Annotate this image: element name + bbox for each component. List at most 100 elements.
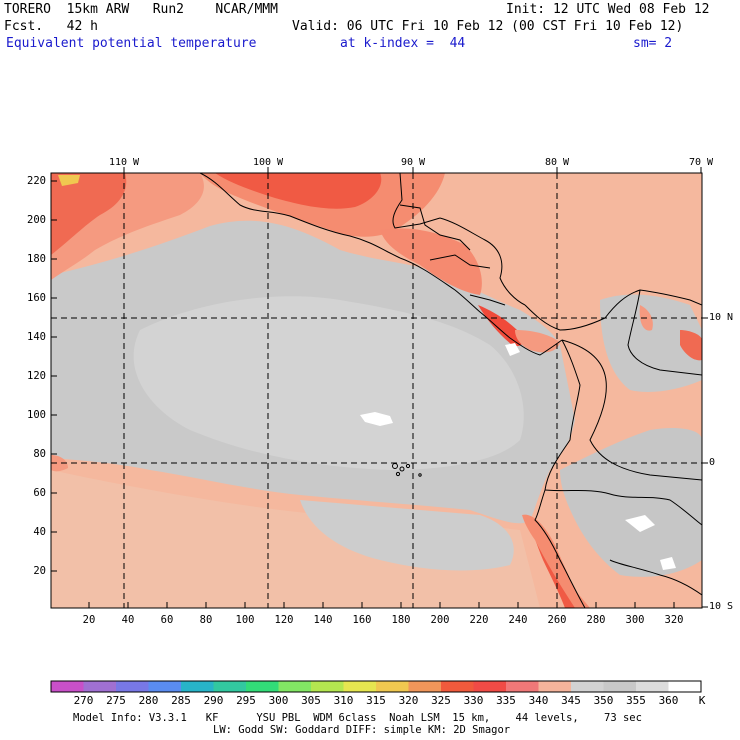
colorbar-swatch [311,681,344,692]
lat-label-10n: 10 N [709,312,734,323]
colorbar-swatch [668,681,702,692]
x-tick-160: 160 [352,614,372,626]
colorbar-swatch [376,681,409,692]
colorbar-label: 325 [431,694,451,707]
header-valid-time: Valid: 06 UTC Fri 10 Feb 12 (00 CST Fri … [292,19,684,34]
colorbar-swatch [538,681,572,692]
right-tick-marks [702,317,708,608]
colorbar-label: 315 [366,694,386,707]
x-tick-220: 220 [469,614,489,626]
x-tick-120: 120 [274,614,294,626]
colorbar-label: 310 [333,694,354,707]
coastline-caribbean [439,217,526,306]
field-red-venezuela [680,330,702,361]
field-lightgray-region [133,296,524,470]
x-tick-240: 240 [508,614,528,626]
y-tick-100: 100 [27,409,46,421]
colorbar-label: 345 [561,694,581,707]
colorbar-label: 350 [593,694,614,707]
bottom-tick-marks [88,602,675,608]
level-label: at k-index = 44 [340,36,466,51]
lat-label-10s: 10 S [709,601,734,612]
galapagos-islands [392,463,422,477]
colorbar-frame [50,680,702,693]
coastlines [199,173,702,608]
border-ecuador-peru [544,489,702,526]
colorbar-swatch [246,681,279,692]
field-gray-colombia [600,294,702,392]
border-nicaragua [469,294,506,306]
colorbar-swatch [148,681,182,692]
colorbar-swatch [343,681,377,692]
colorbar-swatch [636,681,669,692]
y-tick-140: 140 [27,331,46,343]
field-orange-equator-west [51,455,68,472]
coastline-gulf [392,173,441,229]
x-tick-60: 60 [160,614,174,626]
y-tick-200: 200 [27,214,46,226]
smoothing-label: sm= 2 [633,36,673,51]
colorbar-swatch [181,681,214,692]
colorbar-label: 295 [236,694,256,707]
colorbar-label: 305 [301,694,321,707]
colorbar-label: 330 [463,694,484,707]
latlon-grid [51,173,702,608]
colorbar-swatch [51,681,84,692]
header-init-time: Init: 12 UTC Wed 08 Feb 12 [506,2,710,17]
colorbar-swatch [603,681,637,692]
top-tick-marks [123,167,702,173]
colorbar-swatch [506,681,539,692]
field-white-patch-4 [660,557,676,570]
field-yellow-spot [58,175,80,186]
colorbar-label: 335 [496,694,516,707]
colorbar-label: 290 [203,694,224,707]
lon-label-100w: 100 W [252,157,284,168]
x-tick-80: 80 [199,614,213,626]
colorbar-swatch [213,681,247,692]
colorbar-label: 285 [171,694,191,707]
x-tick-320: 320 [664,614,684,626]
colorbar-swatch [571,681,604,692]
left-tick-marks [51,180,57,572]
x-tick-40: 40 [121,614,135,626]
colorbar-label: 300 [268,694,289,707]
x-tick-20: 20 [82,614,96,626]
border-honduras [429,254,491,269]
field-white-patch-1 [360,412,393,426]
field-white-patch-3 [625,515,655,532]
border-colombia [561,339,702,481]
colorbar-label: 275 [106,694,126,707]
x-tick-200: 200 [430,614,450,626]
y-tick-20: 20 [33,565,46,577]
colorbar-swatch [278,681,312,692]
x-tick-100: 100 [235,614,255,626]
y-tick-60: 60 [33,487,46,499]
x-tick-300: 300 [625,614,645,626]
colorbar-swatch [83,681,117,692]
y-tick-220: 220 [27,175,46,187]
y-tick-180: 180 [27,253,46,265]
lon-label-70w: 70 W [688,157,714,168]
colorbar-swatch [408,681,442,692]
y-tick-40: 40 [33,526,46,538]
coastline-northsouthamerica [604,289,702,319]
field-red-northwest [51,173,127,255]
colorbar-label: 340 [528,694,549,707]
model-info-line2: LW: Godd SW: Goddard DIFF: simple KM: 2D… [213,724,511,736]
border-venezuela [627,289,702,376]
coastline-panama [524,304,606,331]
model-info-line1: Model Info: V3.3.1 KF YSU PBL WDM 6class… [73,712,642,724]
colorbar-swatch [116,681,149,692]
lon-label-110w: 110 W [108,157,140,168]
map-frame [50,172,703,609]
lon-label-90w: 90 W [400,157,426,168]
x-tick-280: 280 [586,614,606,626]
field-orange-centralamerica [380,228,482,295]
x-tick-180: 180 [391,614,411,626]
lon-label-80w: 80 W [544,157,570,168]
field-white-patch-2 [505,343,520,356]
header-model-line: TORERO 15km ARW Run2 NCAR/MMM [4,2,278,17]
y-tick-80: 80 [33,448,46,460]
border-guatemala [399,204,471,251]
